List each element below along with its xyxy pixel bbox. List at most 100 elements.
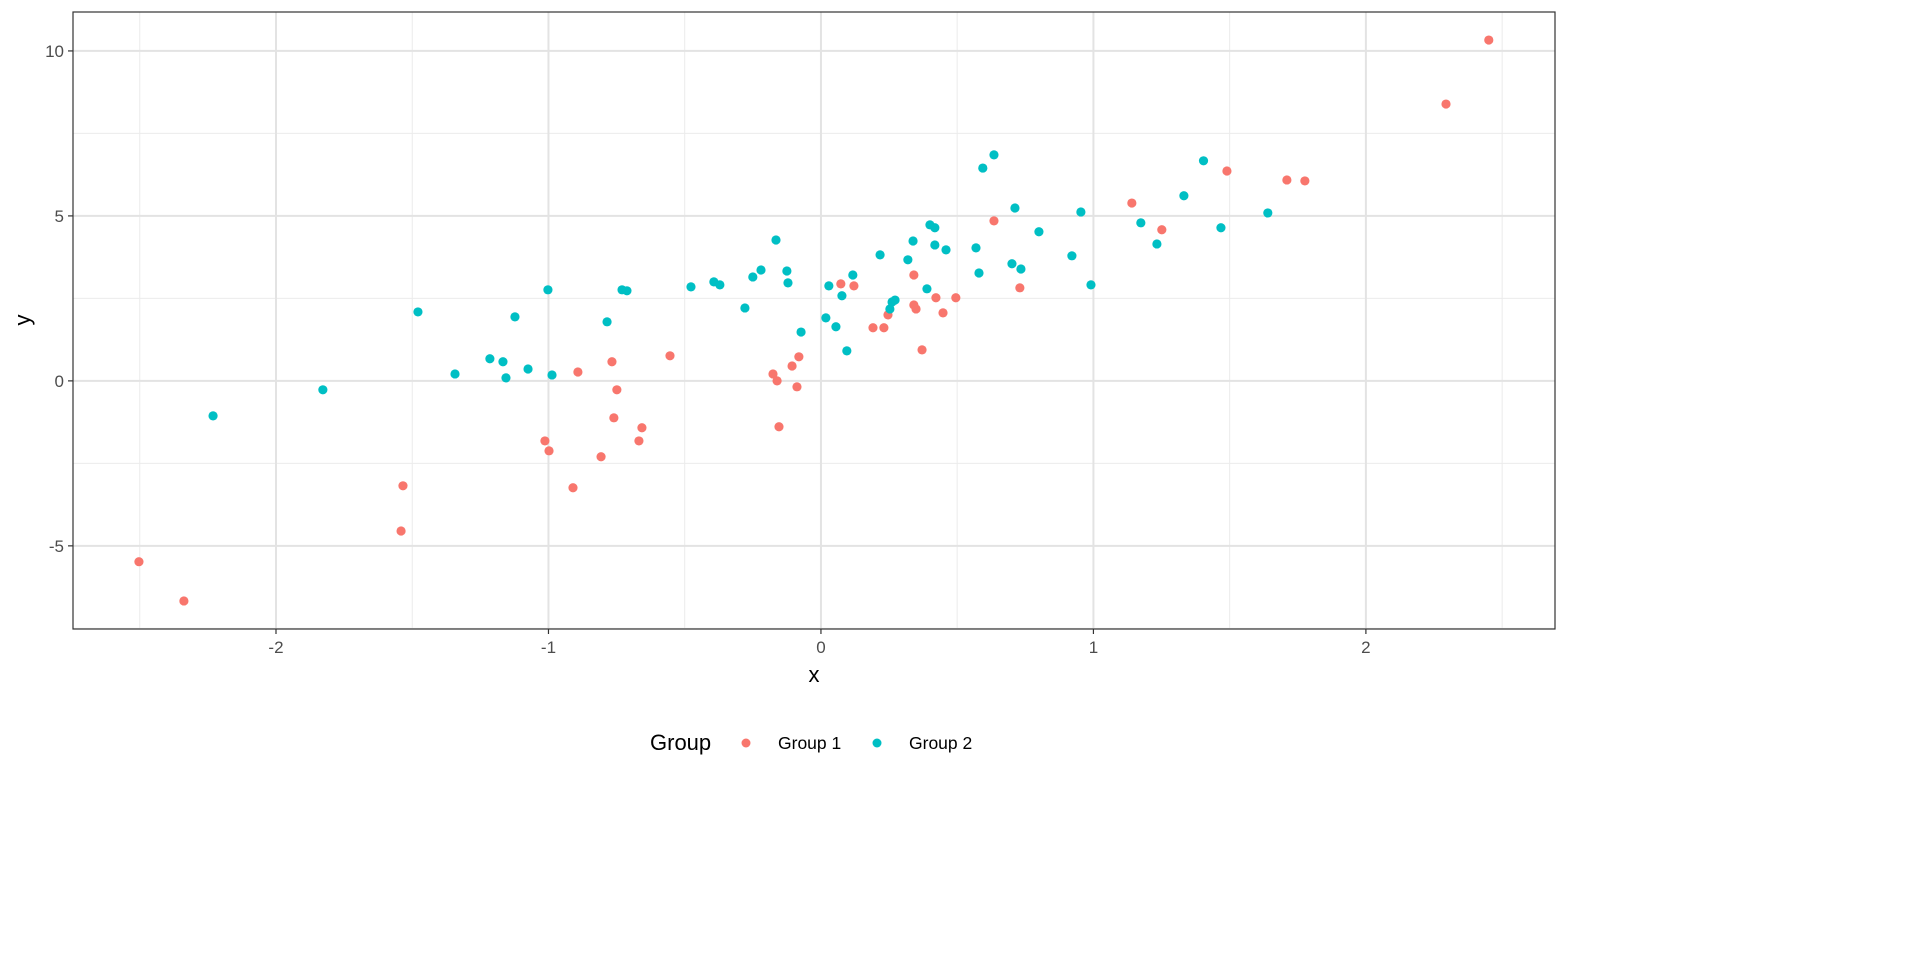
- data-point-group-1: [573, 367, 583, 377]
- data-point-group-2: [783, 278, 793, 288]
- data-point-group-2: [1034, 227, 1044, 237]
- y-tick-label: 0: [55, 372, 64, 391]
- data-point-group-2: [824, 281, 834, 291]
- data-point-group-2: [501, 373, 511, 383]
- data-point-group-1: [179, 596, 189, 606]
- x-tick-label: 0: [816, 638, 825, 657]
- data-point-group-1: [938, 308, 948, 318]
- data-point-group-2: [622, 286, 632, 296]
- data-point-group-1: [836, 279, 846, 289]
- data-point-group-1: [665, 351, 675, 361]
- data-point-group-1: [1441, 99, 1451, 109]
- data-point-group-1: [612, 385, 622, 395]
- data-point-group-2: [930, 223, 940, 233]
- y-tick-label: -5: [49, 537, 64, 556]
- grid-lines: [73, 12, 1555, 629]
- data-point-group-1: [931, 293, 941, 303]
- data-point-group-1: [989, 216, 999, 226]
- panel-background: [73, 12, 1555, 629]
- data-point-group-1: [849, 281, 859, 291]
- data-point-group-2: [1136, 218, 1146, 228]
- data-point-group-2: [485, 354, 495, 364]
- data-point-group-1: [396, 526, 406, 536]
- data-point-group-1: [1222, 166, 1232, 176]
- legend: Group Group 1 Group 2: [650, 730, 972, 755]
- data-point-group-2: [756, 265, 766, 275]
- data-point-group-1: [951, 293, 961, 303]
- legend-title: Group: [650, 730, 711, 755]
- data-point-group-2: [318, 385, 328, 395]
- data-point-group-2: [974, 268, 984, 278]
- data-point-group-2: [413, 307, 423, 317]
- data-point-group-2: [837, 291, 847, 301]
- data-point-group-2: [748, 272, 758, 282]
- data-point-group-2: [989, 150, 999, 160]
- data-point-group-2: [771, 235, 781, 245]
- y-tick-label: 10: [45, 42, 64, 61]
- data-point-group-1: [868, 323, 878, 333]
- data-point-group-2: [740, 303, 750, 313]
- legend-key-group-1: [741, 738, 751, 748]
- data-point-group-2: [1007, 259, 1017, 269]
- data-point-group-2: [1067, 251, 1077, 261]
- data-point-group-1: [596, 452, 606, 462]
- data-point-group-1: [787, 361, 797, 371]
- x-tick-label: -2: [268, 638, 283, 657]
- data-point-group-1: [1484, 35, 1494, 45]
- data-point-group-2: [715, 280, 725, 290]
- data-point-group-2: [908, 236, 918, 246]
- data-point-group-1: [768, 369, 778, 379]
- data-point-group-2: [1076, 207, 1086, 217]
- data-point-group-2: [890, 295, 900, 305]
- legend-label-group-2: Group 2: [909, 733, 972, 753]
- data-point-group-2: [922, 284, 932, 294]
- data-point-group-2: [1016, 264, 1026, 274]
- data-point-group-2: [543, 285, 553, 295]
- data-point-group-2: [686, 282, 696, 292]
- data-point-group-1: [1127, 198, 1137, 208]
- data-point-group-1: [544, 446, 554, 456]
- data-point-group-2: [831, 322, 841, 332]
- data-point-group-2: [208, 411, 218, 421]
- data-point-group-2: [930, 240, 940, 250]
- data-point-group-2: [1086, 280, 1096, 290]
- x-tick-label: -1: [541, 638, 556, 657]
- data-point-group-2: [523, 364, 533, 374]
- data-point-group-1: [540, 436, 550, 446]
- x-axis-label: x: [809, 662, 820, 687]
- data-point-group-2: [875, 250, 885, 260]
- data-point-group-2: [1263, 208, 1273, 218]
- data-point-group-2: [782, 266, 792, 276]
- data-point-group-1: [607, 357, 617, 367]
- data-point-group-1: [792, 382, 802, 392]
- data-point-group-2: [1216, 223, 1226, 233]
- data-point-group-2: [1198, 156, 1209, 166]
- data-point-group-1: [568, 483, 578, 493]
- data-point-group-2: [450, 369, 460, 379]
- data-point-group-2: [602, 317, 612, 327]
- data-point-group-1: [794, 352, 804, 362]
- data-point-group-2: [547, 370, 557, 380]
- data-point-group-2: [903, 255, 913, 265]
- data-point-group-2: [848, 270, 858, 280]
- data-point-group-2: [941, 245, 951, 255]
- data-point-group-1: [1300, 176, 1310, 186]
- x-tick-label: 1: [1089, 638, 1098, 657]
- data-point-group-2: [821, 313, 831, 323]
- data-point-group-1: [609, 413, 619, 423]
- data-point-group-1: [909, 270, 919, 280]
- data-point-group-2: [510, 312, 520, 322]
- data-point-group-2: [885, 304, 895, 314]
- data-point-group-1: [398, 481, 408, 491]
- data-point-group-1: [774, 422, 784, 432]
- data-point-group-2: [1179, 191, 1189, 201]
- data-point-group-2: [796, 327, 806, 337]
- data-point-group-1: [879, 323, 889, 333]
- data-points: [134, 35, 1494, 606]
- y-axis-label: y: [10, 315, 35, 326]
- data-point-group-1: [1015, 283, 1025, 293]
- legend-key-group-2: [872, 738, 882, 748]
- x-tick-label: 2: [1361, 638, 1370, 657]
- data-point-group-2: [1010, 203, 1020, 213]
